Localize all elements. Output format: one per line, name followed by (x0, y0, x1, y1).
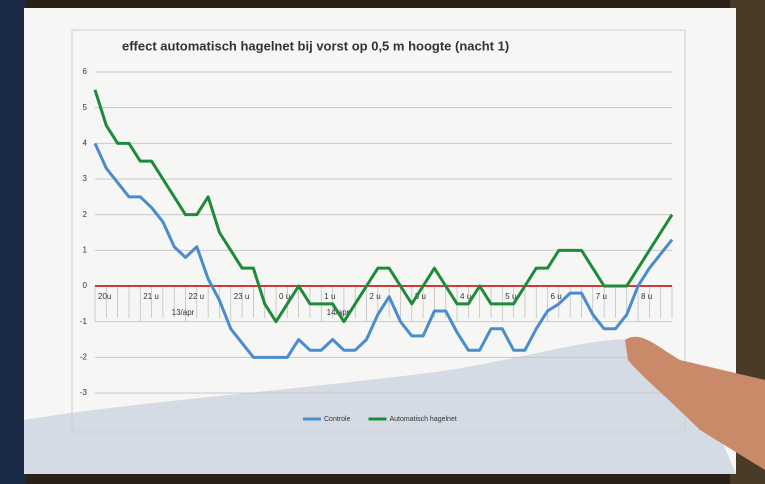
legend-label: Controle (324, 416, 351, 423)
x-tick-label: 1 u (324, 292, 335, 301)
x-tick-label: 20u (98, 292, 111, 301)
y-tick-label: 4 (83, 138, 88, 147)
y-tick-label: 5 (83, 103, 88, 112)
y-tick-label: -2 (80, 352, 88, 361)
chart-title: effect automatisch hagelnet bij vorst op… (122, 38, 509, 53)
x-tick-label: 8 u (641, 292, 652, 301)
y-tick-label: 3 (83, 174, 88, 183)
x-tick-label: 22 u (189, 292, 205, 301)
y-tick-label: 0 (83, 281, 88, 290)
y-tick-label: -3 (80, 388, 88, 397)
legend-label: Automatisch hagelnet (389, 416, 456, 423)
y-tick-label: 2 (83, 210, 88, 219)
left-edge (0, 0, 26, 484)
date-label: 13/apr (172, 308, 195, 317)
x-tick-label: 7 u (596, 292, 607, 301)
y-tick-label: -1 (80, 317, 88, 326)
x-tick-label: 21 u (143, 292, 159, 301)
x-tick-label: 23 u (234, 292, 250, 301)
x-tick-label: 2 u (370, 292, 381, 301)
photo: effect automatisch hagelnet bij vorst op… (0, 0, 765, 484)
y-tick-label: 1 (83, 245, 88, 254)
y-tick-label: 6 (83, 67, 88, 76)
x-tick-label: 6 u (551, 292, 562, 301)
